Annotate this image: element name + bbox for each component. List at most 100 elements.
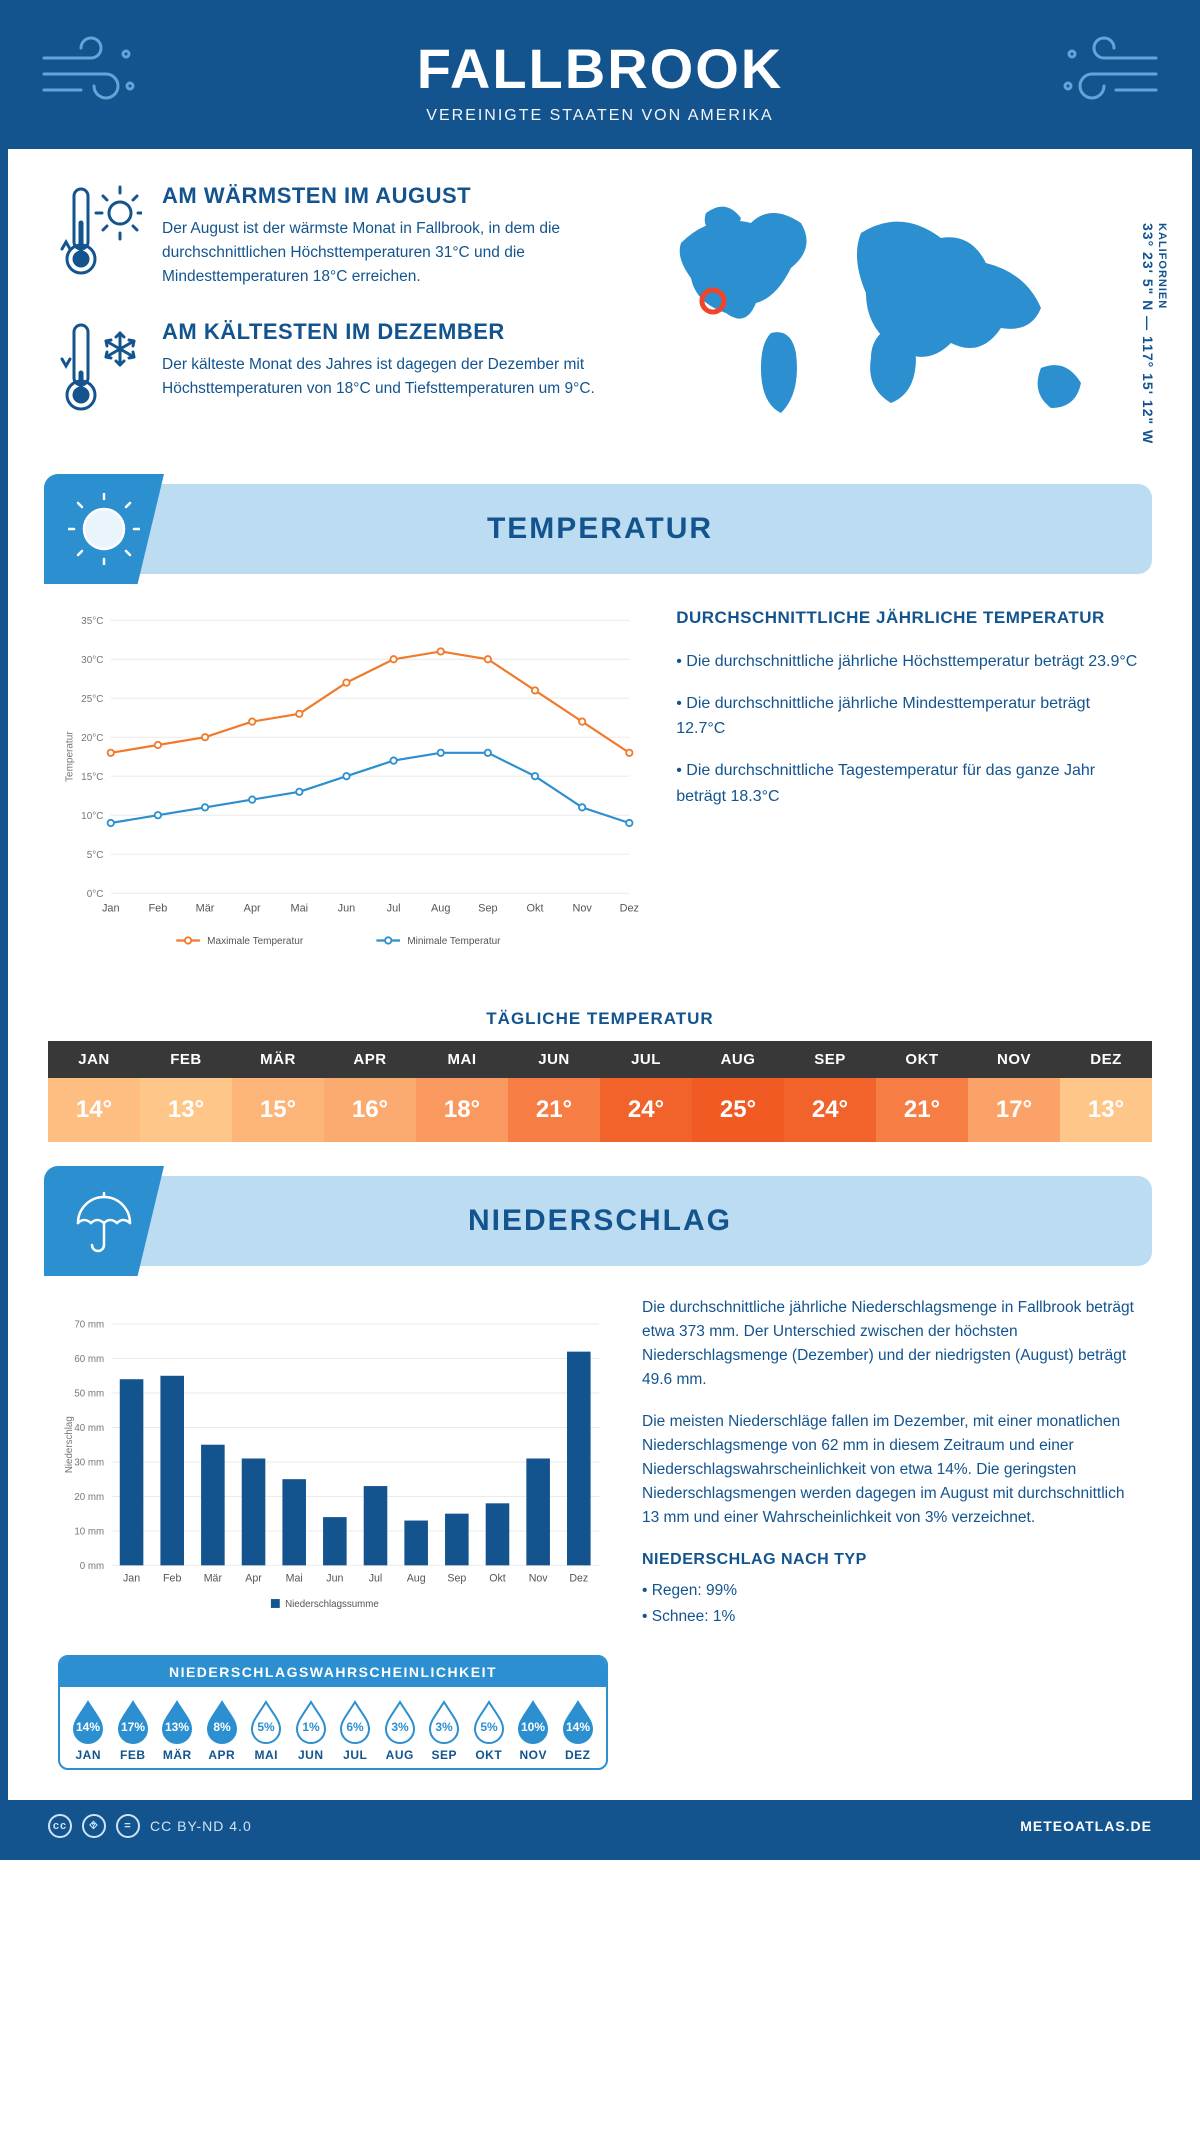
fact-warm-title: AM WÄRMSTEN IM AUGUST xyxy=(162,183,610,209)
svg-text:50 mm: 50 mm xyxy=(74,1389,104,1400)
svg-text:Mai: Mai xyxy=(291,902,309,914)
daily-cell: AUG25° xyxy=(692,1041,784,1142)
precipitation-chart: 0 mm 10 mm 20 mm 30 mm 40 mm 50 mm 60 mm 70 mm N… xyxy=(58,1296,608,1636)
svg-text:25°C: 25°C xyxy=(81,694,103,705)
svg-text:Apr: Apr xyxy=(244,902,261,914)
svg-text:14%: 14% xyxy=(76,1720,100,1734)
temperature-summary: DURCHSCHNITTLICHE JÄHRLICHE TEMPERATUR •… xyxy=(676,604,1142,969)
svg-text:Feb: Feb xyxy=(163,1572,181,1584)
svg-text:15°C: 15°C xyxy=(81,772,103,783)
daily-cell: MAI18° xyxy=(416,1041,508,1142)
daily-cell: DEZ13° xyxy=(1060,1041,1152,1142)
svg-text:0°C: 0°C xyxy=(87,889,104,900)
license: cc ⯑ = CC BY-ND 4.0 xyxy=(48,1814,252,1838)
svg-text:10 mm: 10 mm xyxy=(74,1526,104,1537)
svg-text:10%: 10% xyxy=(521,1720,545,1734)
prob-cell: 8%APR xyxy=(200,1699,245,1762)
fact-warm: AM WÄRMSTEN IM AUGUST Der August ist der… xyxy=(58,183,610,289)
country-subtitle: VEREINIGTE STAATEN VON AMERIKA xyxy=(8,107,1192,125)
daily-cell: FEB13° xyxy=(140,1041,232,1142)
temp-text-heading: DURCHSCHNITTLICHE JÄHRLICHE TEMPERATUR xyxy=(676,604,1142,631)
intro-row: AM WÄRMSTEN IM AUGUST Der August ist der… xyxy=(8,149,1192,464)
precipitation-summary: Die durchschnittliche jährliche Niedersc… xyxy=(642,1296,1142,1770)
daily-cell: OKT21° xyxy=(876,1041,968,1142)
svg-text:0 mm: 0 mm xyxy=(80,1561,104,1572)
svg-text:Okt: Okt xyxy=(527,902,544,914)
svg-text:Jul: Jul xyxy=(387,902,401,914)
daily-cell: SEP24° xyxy=(784,1041,876,1142)
temperature-section: 0°C5°C10°C15°C20°C25°C30°C35°CJanFebMärA… xyxy=(8,604,1192,993)
precip-type-heading: NIEDERSCHLAG NACH TYP xyxy=(642,1548,1142,1573)
temperature-heading: TEMPERATUR xyxy=(487,512,713,546)
prob-cell: 5%MAI xyxy=(244,1699,289,1762)
nd-icon: = xyxy=(116,1814,140,1838)
svg-text:Minimale Temperatur: Minimale Temperatur xyxy=(407,936,501,947)
prob-cell: 6%JUL xyxy=(333,1699,378,1762)
svg-text:Temperatur: Temperatur xyxy=(65,731,76,782)
svg-text:30 mm: 30 mm xyxy=(74,1458,104,1469)
svg-text:Jul: Jul xyxy=(369,1572,383,1584)
svg-text:Aug: Aug xyxy=(407,1572,426,1584)
prob-cell: 14%DEZ xyxy=(556,1699,601,1762)
svg-text:Feb: Feb xyxy=(149,902,168,914)
svg-text:Jan: Jan xyxy=(123,1572,140,1584)
sun-icon xyxy=(44,474,164,584)
precip-p1: Die durchschnittliche jährliche Niedersc… xyxy=(642,1296,1142,1392)
prob-cell: 5%OKT xyxy=(467,1699,512,1762)
svg-text:40 mm: 40 mm xyxy=(74,1423,104,1434)
temp-text-b2: • Die durchschnittliche jährliche Mindes… xyxy=(676,691,1142,742)
temp-text-b1: • Die durchschnittliche jährliche Höchst… xyxy=(676,649,1142,675)
svg-text:70 mm: 70 mm xyxy=(74,1320,104,1331)
prob-cell: 3%SEP xyxy=(422,1699,467,1762)
coords-text: 33° 23' 5" N — 117° 15' 12" W xyxy=(1140,223,1156,444)
prob-cell: 13%MÄR xyxy=(155,1699,200,1762)
header: FALLBROOK VEREINIGTE STAATEN VON AMERIKA xyxy=(8,8,1192,149)
precip-p2: Die meisten Niederschläge fallen im Deze… xyxy=(642,1410,1142,1530)
precipitation-section: 0 mm 10 mm 20 mm 30 mm 40 mm 50 mm 60 mm 70 mm N… xyxy=(8,1296,1192,1800)
page: FALLBROOK VEREINIGTE STAATEN VON AMERIKA… xyxy=(0,0,1200,1860)
svg-text:Niederschlagssumme: Niederschlagssumme xyxy=(285,1599,379,1610)
thermometer-snow-icon xyxy=(58,319,142,424)
daily-cell: JUL24° xyxy=(600,1041,692,1142)
footer: cc ⯑ = CC BY-ND 4.0 METEOATLAS.DE xyxy=(8,1800,1192,1852)
svg-text:20 mm: 20 mm xyxy=(74,1492,104,1503)
svg-text:8%: 8% xyxy=(213,1720,231,1734)
svg-text:5°C: 5°C xyxy=(87,850,104,861)
svg-text:Mär: Mär xyxy=(204,1572,223,1584)
precipitation-banner: NIEDERSCHLAG xyxy=(48,1176,1152,1266)
svg-text:Sep: Sep xyxy=(447,1572,466,1584)
prob-row: 14%JAN17%FEB13%MÄR8%APR5%MAI1%JUN6%JUL 3%… xyxy=(60,1687,606,1768)
prob-cell: 17%FEB xyxy=(111,1699,156,1762)
daily-cell: APR16° xyxy=(324,1041,416,1142)
daily-cell: JAN14° xyxy=(48,1041,140,1142)
site-name[interactable]: METEOATLAS.DE xyxy=(1020,1818,1152,1834)
svg-text:14%: 14% xyxy=(566,1720,590,1734)
svg-text:Maximale Temperatur: Maximale Temperatur xyxy=(207,936,304,947)
fact-cold-body: Der kälteste Monat des Jahres ist dagege… xyxy=(162,353,610,401)
precipitation-probability: NIEDERSCHLAGSWAHRSCHEINLICHKEIT 14%JAN17… xyxy=(58,1655,608,1770)
svg-text:Jun: Jun xyxy=(338,902,356,914)
svg-text:35°C: 35°C xyxy=(81,616,103,627)
precipitation-heading: NIEDERSCHLAG xyxy=(468,1204,732,1238)
temp-text-b3: • Die durchschnittliche Tagestemperatur … xyxy=(676,758,1142,809)
prob-cell: 14%JAN xyxy=(66,1699,111,1762)
svg-text:Nov: Nov xyxy=(529,1572,549,1584)
svg-text:3%: 3% xyxy=(436,1720,454,1734)
svg-text:6%: 6% xyxy=(347,1720,365,1734)
svg-text:60 mm: 60 mm xyxy=(74,1354,104,1365)
svg-text:Mai: Mai xyxy=(286,1572,303,1584)
prob-cell: 1%JUN xyxy=(289,1699,334,1762)
temperature-banner: TEMPERATUR xyxy=(48,484,1152,574)
city-title: FALLBROOK xyxy=(8,36,1192,101)
temperature-chart: 0°C5°C10°C15°C20°C25°C30°C35°CJanFebMärA… xyxy=(58,604,640,969)
svg-text:Okt: Okt xyxy=(489,1572,506,1584)
svg-text:Sep: Sep xyxy=(478,902,497,914)
svg-text:Nov: Nov xyxy=(572,902,592,914)
prob-title: NIEDERSCHLAGSWAHRSCHEINLICHKEIT xyxy=(60,1657,606,1687)
svg-text:Aug: Aug xyxy=(431,902,450,914)
coordinates: KALIFORNIEN 33° 23' 5" N — 117° 15' 12" … xyxy=(1140,223,1168,444)
svg-text:30°C: 30°C xyxy=(81,655,103,666)
daily-cell: NOV17° xyxy=(968,1041,1060,1142)
license-text: CC BY-ND 4.0 xyxy=(150,1818,252,1834)
precip-type2: • Schnee: 1% xyxy=(642,1605,1142,1629)
